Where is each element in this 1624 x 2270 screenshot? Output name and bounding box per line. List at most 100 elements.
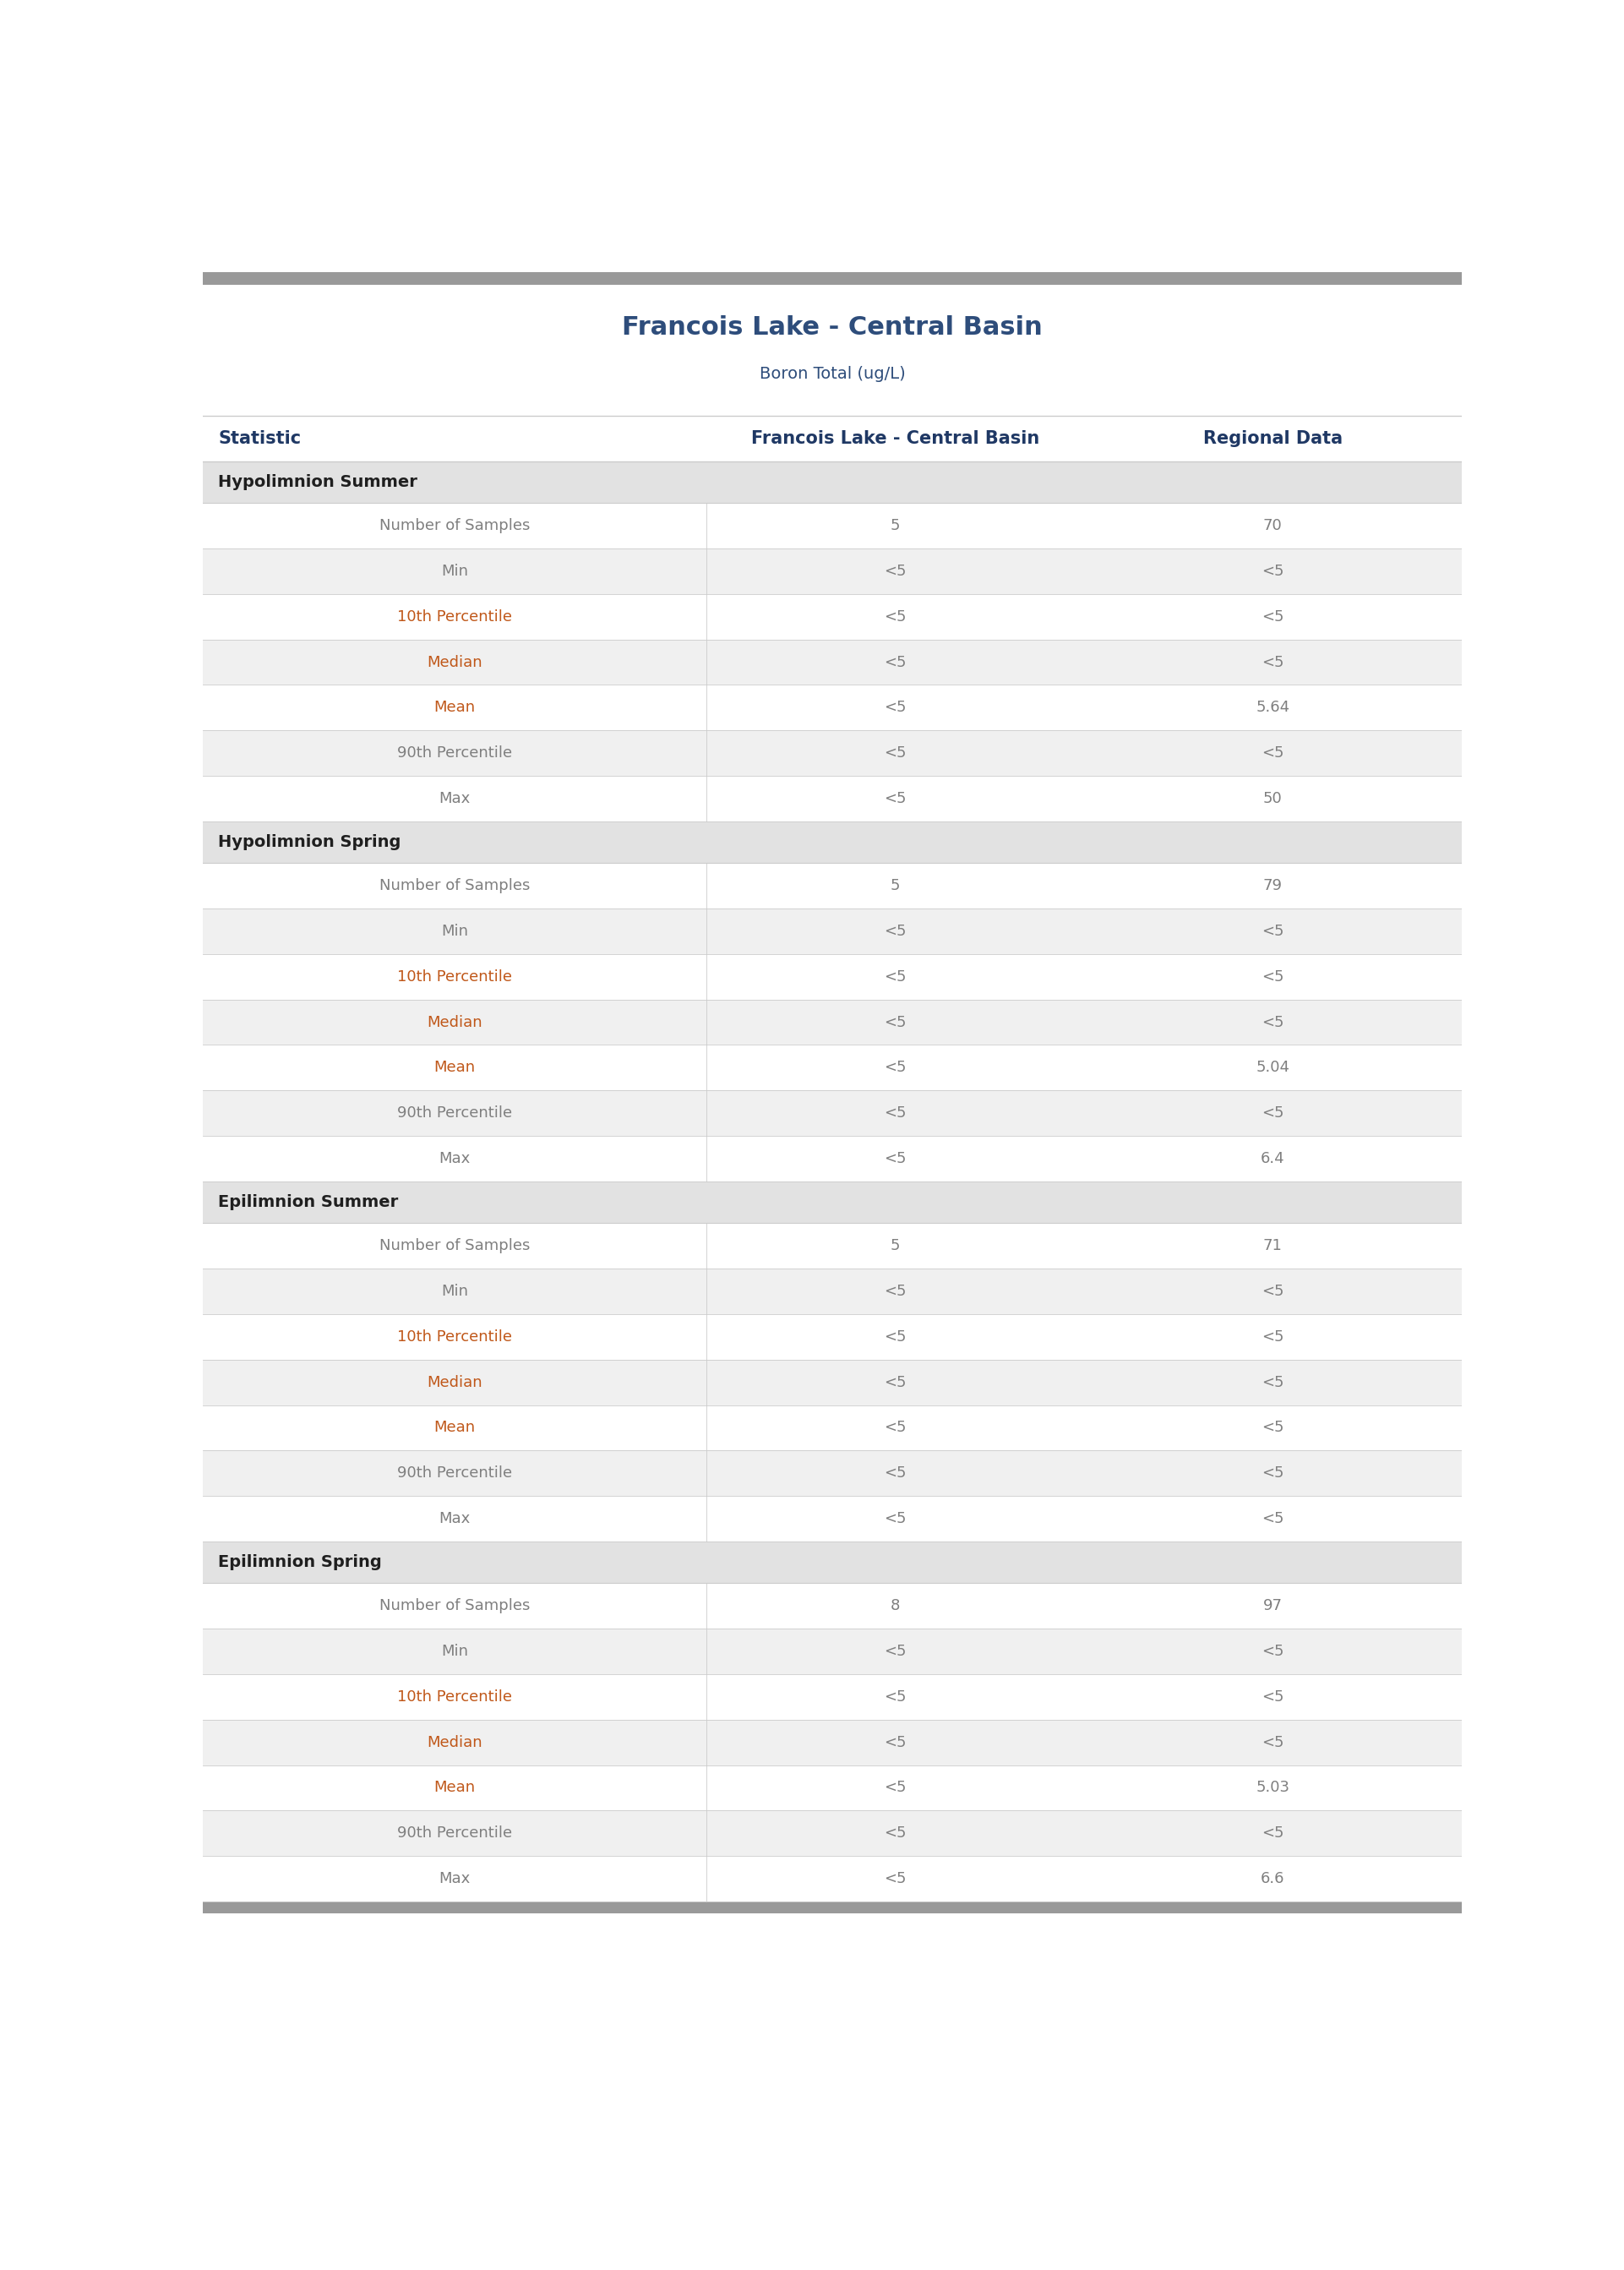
Text: <5: <5 xyxy=(883,1105,906,1121)
Text: <5: <5 xyxy=(883,1780,906,1796)
Bar xyxy=(203,1405,1462,1451)
Text: <5: <5 xyxy=(883,563,906,579)
Text: <5: <5 xyxy=(1262,1643,1285,1659)
Bar xyxy=(203,1269,1462,1314)
Bar xyxy=(203,822,1462,863)
Text: 79: 79 xyxy=(1263,878,1283,894)
Text: <5: <5 xyxy=(883,1376,906,1389)
Text: 5: 5 xyxy=(890,1239,900,1253)
Text: Statistic: Statistic xyxy=(218,429,300,447)
Text: Min: Min xyxy=(442,563,468,579)
Bar xyxy=(203,1090,1462,1135)
Bar xyxy=(203,1044,1462,1090)
Text: 6.6: 6.6 xyxy=(1260,1870,1285,1886)
Text: Francois Lake - Central Basin: Francois Lake - Central Basin xyxy=(750,429,1039,447)
Text: <5: <5 xyxy=(1262,924,1285,940)
Text: Min: Min xyxy=(442,1643,468,1659)
Text: 5: 5 xyxy=(890,878,900,894)
Text: Boron Total (ug/L): Boron Total (ug/L) xyxy=(760,365,905,381)
Text: <5: <5 xyxy=(883,1151,906,1167)
Text: <5: <5 xyxy=(1262,1512,1285,1525)
Text: Median: Median xyxy=(427,1376,482,1389)
Text: <5: <5 xyxy=(883,1285,906,1298)
Bar xyxy=(203,1857,1462,1902)
Bar xyxy=(203,549,1462,595)
Bar xyxy=(203,1451,1462,1496)
Text: <5: <5 xyxy=(883,654,906,670)
Bar xyxy=(203,1496,1462,1541)
Text: 5: 5 xyxy=(890,518,900,533)
Text: Max: Max xyxy=(438,790,471,806)
Text: <5: <5 xyxy=(883,790,906,806)
Text: 5.03: 5.03 xyxy=(1255,1780,1289,1796)
Text: 70: 70 xyxy=(1263,518,1283,533)
Text: <5: <5 xyxy=(1262,1466,1285,1480)
Bar xyxy=(203,284,1462,415)
Text: Median: Median xyxy=(427,1734,482,1750)
Bar xyxy=(203,1811,1462,1857)
Text: <5: <5 xyxy=(883,924,906,940)
Text: <5: <5 xyxy=(1262,1285,1285,1298)
Bar xyxy=(203,1584,1462,1630)
Text: 10th Percentile: 10th Percentile xyxy=(398,1689,512,1705)
Text: <5: <5 xyxy=(1262,608,1285,624)
Text: 71: 71 xyxy=(1263,1239,1283,1253)
Text: Median: Median xyxy=(427,654,482,670)
Bar xyxy=(203,731,1462,776)
Text: <5: <5 xyxy=(883,1870,906,1886)
Text: 10th Percentile: 10th Percentile xyxy=(398,608,512,624)
Text: 10th Percentile: 10th Percentile xyxy=(398,1330,512,1344)
Text: Mean: Mean xyxy=(434,1780,476,1796)
Text: Epilimnion Summer: Epilimnion Summer xyxy=(218,1194,398,1210)
Bar xyxy=(203,1675,1462,1721)
Text: <5: <5 xyxy=(1262,1376,1285,1389)
Text: <5: <5 xyxy=(883,608,906,624)
Bar xyxy=(203,1224,1462,1269)
Text: Mean: Mean xyxy=(434,1060,476,1076)
Text: 10th Percentile: 10th Percentile xyxy=(398,969,512,985)
Text: <5: <5 xyxy=(1262,1734,1285,1750)
Text: <5: <5 xyxy=(883,1689,906,1705)
Bar xyxy=(203,1541,1462,1584)
Text: Max: Max xyxy=(438,1151,471,1167)
Text: <5: <5 xyxy=(883,1643,906,1659)
Bar xyxy=(203,776,1462,822)
Bar xyxy=(203,1630,1462,1675)
Text: <5: <5 xyxy=(883,1060,906,1076)
Text: <5: <5 xyxy=(1262,654,1285,670)
Text: Max: Max xyxy=(438,1870,471,1886)
Text: Regional Data: Regional Data xyxy=(1203,429,1343,447)
Bar xyxy=(203,415,1462,461)
Bar xyxy=(203,908,1462,953)
Text: <5: <5 xyxy=(1262,969,1285,985)
Text: 5.64: 5.64 xyxy=(1255,699,1289,715)
Text: 50: 50 xyxy=(1263,790,1283,806)
Text: Min: Min xyxy=(442,924,468,940)
Text: <5: <5 xyxy=(1262,1105,1285,1121)
Text: <5: <5 xyxy=(883,969,906,985)
Text: Hypolimnion Spring: Hypolimnion Spring xyxy=(218,833,401,851)
Text: <5: <5 xyxy=(883,1734,906,1750)
Text: Max: Max xyxy=(438,1512,471,1525)
Bar xyxy=(203,595,1462,640)
Text: 90th Percentile: 90th Percentile xyxy=(398,1466,512,1480)
Bar xyxy=(203,504,1462,549)
Text: Min: Min xyxy=(442,1285,468,1298)
Bar xyxy=(203,953,1462,999)
Text: <5: <5 xyxy=(1262,1825,1285,1841)
Bar xyxy=(203,1902,1462,1914)
Bar xyxy=(203,1360,1462,1405)
Bar xyxy=(203,1721,1462,1766)
Text: <5: <5 xyxy=(1262,563,1285,579)
Text: 6.4: 6.4 xyxy=(1260,1151,1285,1167)
Text: Mean: Mean xyxy=(434,699,476,715)
Bar xyxy=(203,863,1462,908)
Text: Epilimnion Spring: Epilimnion Spring xyxy=(218,1555,382,1571)
Text: Number of Samples: Number of Samples xyxy=(380,878,529,894)
Text: <5: <5 xyxy=(883,699,906,715)
Text: <5: <5 xyxy=(883,1825,906,1841)
Text: 90th Percentile: 90th Percentile xyxy=(398,745,512,760)
Bar xyxy=(203,686,1462,731)
Bar xyxy=(203,1314,1462,1360)
Bar xyxy=(203,1135,1462,1180)
